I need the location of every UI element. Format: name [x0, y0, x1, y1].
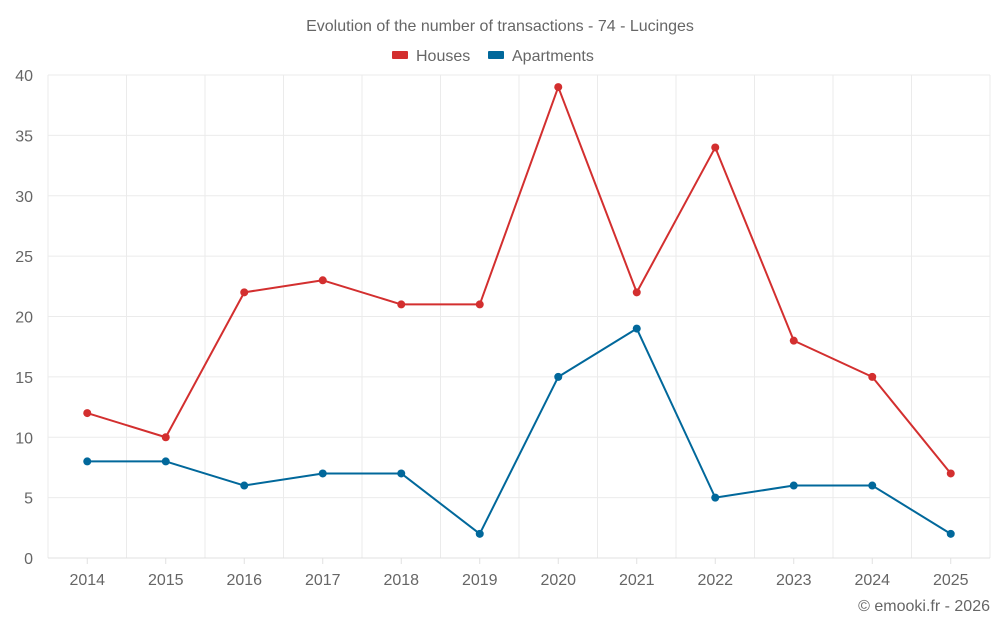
- series-layer: [83, 83, 955, 538]
- data-point-houses[interactable]: [240, 288, 249, 297]
- data-point-apartments[interactable]: [632, 324, 641, 333]
- y-tick-label: 20: [15, 310, 33, 327]
- data-point-apartments[interactable]: [946, 529, 955, 538]
- data-point-apartments[interactable]: [397, 469, 406, 478]
- y-tick-label: 15: [15, 370, 33, 387]
- data-point-houses[interactable]: [711, 143, 720, 152]
- x-tick-label: 2019: [462, 572, 498, 589]
- y-tick-label: 30: [15, 189, 33, 206]
- data-point-houses[interactable]: [475, 300, 484, 309]
- data-point-houses[interactable]: [83, 409, 92, 418]
- legend-swatch-houses[interactable]: [392, 51, 408, 59]
- data-point-houses[interactable]: [318, 276, 327, 285]
- x-tick-label: 2024: [854, 572, 890, 589]
- x-tick-label: 2018: [383, 572, 419, 589]
- x-tick-label: 2022: [697, 572, 733, 589]
- data-point-houses[interactable]: [789, 336, 798, 345]
- y-tick-label: 5: [24, 491, 33, 508]
- x-tick-label: 2015: [148, 572, 184, 589]
- x-tick-label: 2023: [776, 572, 812, 589]
- data-point-houses[interactable]: [161, 433, 170, 442]
- legend-swatch-apartments[interactable]: [488, 51, 504, 59]
- data-point-houses[interactable]: [632, 288, 641, 297]
- legend-label-houses[interactable]: Houses: [416, 48, 470, 65]
- legend: Houses Apartments: [392, 48, 594, 65]
- chart-title: Evolution of the number of transactions …: [306, 18, 694, 35]
- data-point-houses[interactable]: [946, 469, 955, 478]
- data-point-apartments[interactable]: [789, 481, 798, 490]
- data-point-houses[interactable]: [868, 372, 877, 381]
- y-tick-label: 35: [15, 128, 33, 145]
- series-line-houses[interactable]: [86, 86, 952, 475]
- x-tick-label: 2017: [305, 572, 341, 589]
- data-point-apartments[interactable]: [711, 493, 720, 502]
- legend-label-apartments[interactable]: Apartments: [512, 48, 594, 65]
- data-point-apartments[interactable]: [318, 469, 327, 478]
- data-point-apartments[interactable]: [240, 481, 249, 490]
- data-point-houses[interactable]: [554, 83, 563, 92]
- x-tick-label: 2014: [69, 572, 105, 589]
- x-tick-label: 2025: [933, 572, 969, 589]
- y-tick-label: 25: [15, 249, 33, 266]
- data-point-apartments[interactable]: [868, 481, 877, 490]
- data-point-houses[interactable]: [397, 300, 406, 309]
- series-apartments: [83, 324, 955, 538]
- y-tick-label: 10: [15, 430, 33, 447]
- data-point-apartments[interactable]: [475, 529, 484, 538]
- data-point-apartments[interactable]: [161, 457, 170, 466]
- data-point-apartments[interactable]: [554, 372, 563, 381]
- y-tick-label: 40: [15, 68, 33, 85]
- credit-text: © emooki.fr - 2026: [858, 598, 990, 615]
- x-tick-label: 2020: [540, 572, 576, 589]
- x-tick-label: 2016: [226, 572, 262, 589]
- data-point-apartments[interactable]: [83, 457, 92, 466]
- x-tick-label: 2021: [619, 572, 655, 589]
- y-tick-label: 0: [24, 551, 33, 568]
- series-houses: [83, 83, 955, 478]
- series-line-apartments[interactable]: [86, 327, 952, 535]
